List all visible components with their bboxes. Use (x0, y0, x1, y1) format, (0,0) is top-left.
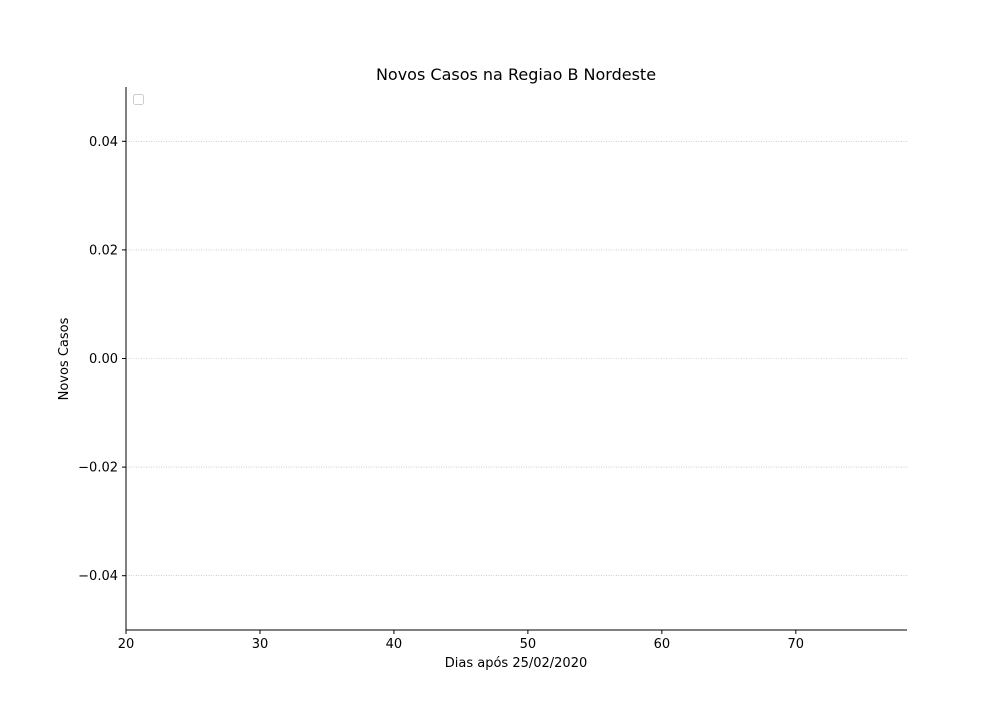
y-tick-label: 0.00 (89, 352, 118, 367)
y-axis-ticks: −0.04 −0.02 0.00 0.02 0.04 (78, 135, 126, 584)
y-tick-label: −0.02 (78, 461, 118, 476)
chart-title: Novos Casos na Regiao B Nordeste (376, 65, 656, 84)
x-axis-ticks: 20 30 40 50 60 70 (118, 630, 804, 652)
x-tick-label: 40 (386, 637, 403, 652)
x-tick-label: 20 (118, 637, 135, 652)
x-axis-label: Dias após 25/02/2020 (445, 656, 588, 671)
legend-box (133, 94, 144, 105)
x-tick-label: 50 (520, 637, 537, 652)
y-tick-label: 0.04 (89, 135, 118, 150)
x-tick-label: 60 (654, 637, 671, 652)
grid-lines (126, 141, 907, 577)
y-axis-label: Novos Casos (57, 317, 72, 400)
x-tick-label: 70 (788, 637, 805, 652)
y-tick-label: −0.04 (78, 569, 118, 584)
x-tick-label: 30 (252, 637, 269, 652)
y-tick-label: 0.02 (89, 243, 118, 258)
